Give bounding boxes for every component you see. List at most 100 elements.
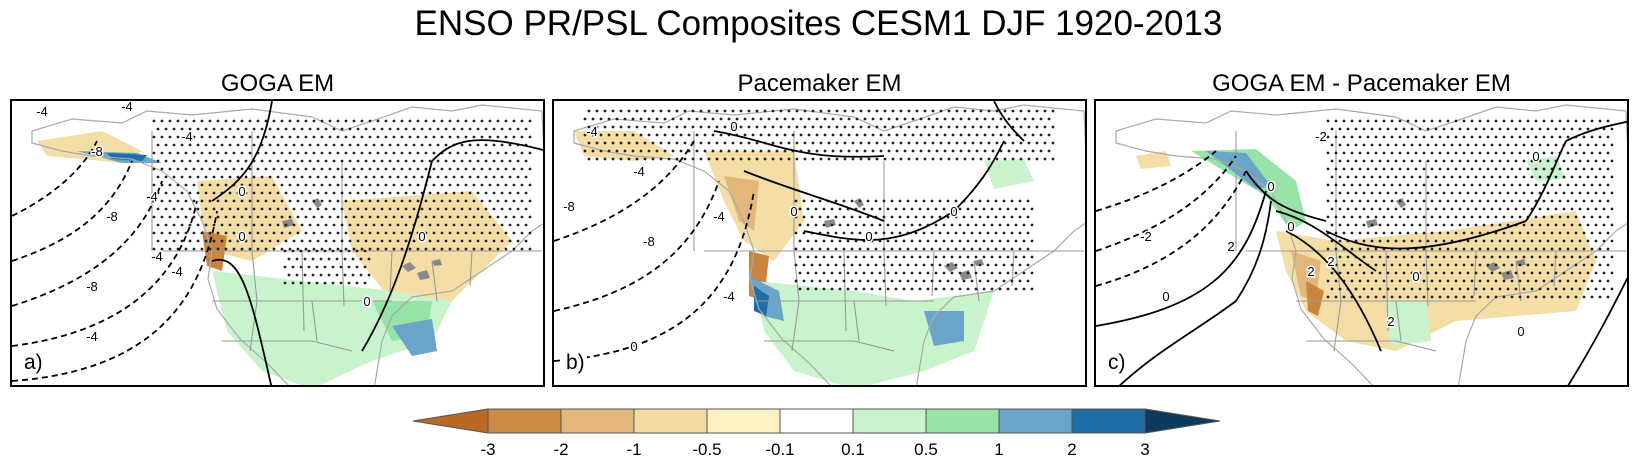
significance-dot — [1390, 295, 1394, 299]
significance-dot — [1338, 207, 1342, 211]
significance-dot — [400, 231, 404, 235]
significance-dot — [1438, 263, 1442, 267]
significance-dot — [914, 247, 918, 251]
significance-dot — [1035, 157, 1039, 161]
significance-dot — [168, 167, 172, 171]
significance-dot — [1478, 263, 1482, 267]
significance-dot — [787, 157, 791, 161]
significance-dot — [1019, 109, 1023, 113]
significance-dot — [979, 125, 983, 129]
great-lake — [974, 259, 984, 266]
significance-dot — [1518, 167, 1522, 171]
significance-dot — [160, 183, 164, 187]
significance-dot — [846, 255, 850, 259]
significance-dot — [448, 199, 452, 203]
significance-dot — [639, 133, 643, 137]
significance-dot — [1350, 135, 1354, 139]
significance-dot — [995, 125, 999, 129]
significance-dot — [806, 223, 810, 227]
significance-dot — [1498, 159, 1502, 163]
significance-dot — [1494, 295, 1498, 299]
significance-dot — [978, 279, 982, 283]
significance-dot — [898, 199, 902, 203]
significance-dot — [1022, 207, 1026, 211]
significance-dot — [504, 151, 508, 155]
significance-dot — [1442, 143, 1446, 147]
significance-dot — [1470, 247, 1474, 251]
significance-dot — [1494, 247, 1498, 251]
significance-dot — [910, 207, 914, 211]
significance-dot — [288, 247, 292, 251]
significance-dot — [1578, 271, 1582, 275]
significance-dot — [950, 255, 954, 259]
significance-dot — [1374, 199, 1378, 203]
significance-dot — [1426, 175, 1430, 179]
significance-dot — [1514, 271, 1518, 275]
significance-dot — [963, 109, 967, 113]
significance-dot — [894, 287, 898, 291]
significance-dot — [1470, 279, 1474, 283]
significance-dot — [152, 247, 156, 251]
significance-dot — [240, 135, 244, 139]
significance-dot — [947, 141, 951, 145]
psl-contour-negative — [554, 140, 695, 242]
significance-dot — [806, 287, 810, 291]
significance-dot — [707, 109, 711, 113]
significance-dot — [448, 183, 452, 187]
significance-dot — [304, 135, 308, 139]
significance-dot — [1446, 279, 1450, 283]
significance-dot — [464, 135, 468, 139]
precip-region-dry-mid — [724, 176, 759, 231]
panel-b-letter: b) — [564, 351, 587, 375]
significance-dot — [1031, 149, 1035, 153]
significance-dot — [1502, 199, 1506, 203]
significance-dot — [755, 109, 759, 113]
significance-dot — [1554, 271, 1558, 275]
significance-dot — [1342, 263, 1346, 267]
significance-dot — [232, 215, 236, 219]
contour-label: -4 — [586, 124, 598, 139]
significance-dot — [208, 247, 212, 251]
significance-dot — [899, 157, 903, 161]
significance-dot — [1598, 183, 1602, 187]
significance-dot — [152, 231, 156, 235]
significance-dot — [1534, 295, 1538, 299]
contour-label: 0 — [1517, 324, 1524, 339]
significance-dot — [424, 119, 428, 123]
significance-dot — [827, 109, 831, 113]
significance-dot — [1498, 239, 1502, 243]
significance-dot — [1398, 231, 1402, 235]
significance-dot — [1334, 167, 1338, 171]
significance-dot — [906, 247, 910, 251]
significance-dot — [1562, 191, 1566, 195]
significance-dot — [1002, 199, 1006, 203]
significance-dot — [1370, 223, 1374, 227]
significance-dot — [456, 247, 460, 251]
significance-dot — [858, 231, 862, 235]
psl-contour-negative — [1096, 170, 1247, 287]
significance-dot — [408, 151, 412, 155]
significance-dot — [304, 215, 308, 219]
significance-dot — [1598, 279, 1602, 283]
significance-dot — [516, 223, 520, 227]
significance-dot — [818, 263, 822, 267]
significance-dot — [1510, 295, 1514, 299]
significance-dot — [898, 215, 902, 219]
significance-dot — [372, 207, 376, 211]
significance-dot — [1574, 151, 1578, 155]
significance-dot — [460, 191, 464, 195]
significance-dot — [224, 215, 228, 219]
significance-dot — [1458, 191, 1462, 195]
significance-dot — [883, 157, 887, 161]
significance-dot — [655, 149, 659, 153]
significance-dot — [915, 157, 919, 161]
significance-dot — [1574, 279, 1578, 283]
significance-dot — [316, 175, 320, 179]
significance-dot — [252, 207, 256, 211]
significance-dot — [1462, 199, 1466, 203]
significance-dot — [204, 143, 208, 147]
significance-dot — [1422, 199, 1426, 203]
psl-contour-zero-or-positive — [743, 170, 885, 222]
significance-dot — [176, 135, 180, 139]
significance-dot — [1506, 223, 1510, 227]
